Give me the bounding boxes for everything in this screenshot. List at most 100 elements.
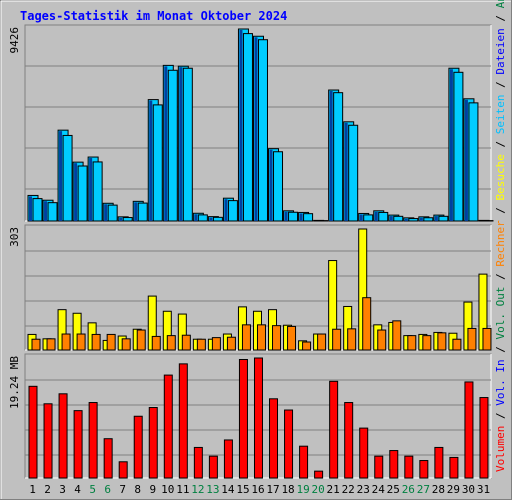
bar-volumen-day-9 [148, 407, 158, 479]
bar-seiten-day-30 [468, 102, 479, 222]
day-label-24: 24 [372, 483, 386, 496]
day-label-2: 2 [44, 483, 51, 496]
bar-dateien-day-4 [74, 163, 78, 221]
bar-seiten-day-9 [152, 104, 163, 222]
day-label-10: 10 [161, 483, 174, 496]
bar-seiten-day-14 [227, 200, 238, 222]
bar-seiten-day-8 [137, 202, 148, 222]
bar-rechner-day-4 [76, 333, 86, 351]
bar-dateien-day-14 [224, 199, 228, 221]
bar-seiten-day-24 [378, 211, 389, 222]
bar-volumen-day-23 [359, 427, 369, 479]
bar-seiten-day-15 [242, 33, 253, 222]
bar-rechner-day-28 [437, 332, 447, 351]
bar-seiten-day-22 [348, 124, 359, 222]
bar-rechner-day-21 [332, 328, 342, 351]
bar-dateien-day-8 [134, 202, 138, 221]
legend-separator: / [494, 406, 507, 426]
day-label-20: 20 [312, 483, 325, 496]
bar-seiten-day-17 [273, 151, 284, 222]
right-legend-text: Volumen / Vol. In / Vol. Out / Rechner /… [494, 0, 507, 472]
bar-volumen-day-26 [404, 455, 414, 479]
bar-volumen-day-5 [88, 402, 98, 479]
bar-rechner-day-6 [106, 333, 116, 351]
bar-dateien-day-3 [59, 131, 63, 221]
bar-rechner-day-22 [347, 328, 357, 351]
right-legend: Volumen / Vol. In / Vol. Out / Rechner /… [494, 0, 507, 472]
bar-dateien-day-25 [389, 216, 393, 221]
bar-dateien-day-19 [299, 213, 303, 221]
bar-rechner-day-11 [181, 334, 191, 351]
bar-seiten-day-2 [47, 202, 58, 222]
bar-volumen-day-31 [479, 397, 489, 479]
bar-rechner-day-25 [392, 320, 402, 351]
day-label-5: 5 [89, 483, 96, 496]
bar-rechner-day-7 [121, 338, 131, 351]
legend-separator: / [494, 75, 507, 95]
bar-volumen-day-19 [299, 445, 309, 479]
bar-volumen-day-11 [178, 363, 188, 479]
bar-dateien-day-23 [359, 214, 363, 221]
day-label-9: 9 [149, 483, 156, 496]
day-label-15: 15 [236, 483, 249, 496]
bar-dateien-day-16 [254, 37, 258, 221]
bar-rechner-day-9 [151, 335, 161, 351]
bar-dateien-day-21 [329, 91, 333, 222]
day-label-11: 11 [176, 483, 189, 496]
bar-dateien-day-29 [449, 69, 453, 221]
day-label-21: 21 [327, 483, 340, 496]
panel-3-ymax-label: 19.24 MB [8, 356, 21, 409]
panel-2: 303 [8, 224, 492, 351]
bar-rechner-day-13 [211, 337, 221, 351]
bar-dateien-day-17 [269, 149, 273, 221]
legend-item-seiten: Seiten [494, 94, 507, 134]
day-label-8: 8 [134, 483, 141, 496]
bar-volumen-day-3 [58, 393, 68, 479]
day-label-28: 28 [432, 483, 445, 496]
legend-item-vol-out: Vol. Out [494, 287, 507, 340]
panels: 9426 303 19.24 MB [8, 24, 494, 479]
bar-seiten-day-26 [408, 218, 419, 222]
bar-dateien-day-24 [374, 211, 378, 221]
bar-seiten-day-4 [77, 165, 88, 222]
day-label-31: 31 [477, 483, 490, 496]
bar-seiten-day-10 [167, 69, 178, 222]
bar-rechner-day-29 [452, 338, 462, 351]
bar-rechner-day-8 [136, 329, 146, 351]
bar-volumen-day-16 [253, 357, 263, 479]
bar-dateien-day-30 [464, 99, 468, 221]
bar-seiten-day-5 [92, 161, 103, 222]
bar-rechner-day-20 [317, 333, 327, 351]
legend-separator: / [494, 340, 507, 360]
bar-volumen-day-18 [284, 409, 294, 479]
bar-dateien-day-28 [434, 216, 438, 221]
bar-volumen-day-20 [314, 470, 324, 479]
bar-volumen-day-30 [464, 381, 474, 479]
bar-dateien-day-18 [284, 211, 288, 221]
bar-seiten-day-11 [182, 67, 193, 222]
panel-1-ymax-label: 9426 [8, 27, 21, 54]
bar-seiten-day-29 [453, 71, 464, 222]
bar-seiten-day-25 [393, 215, 404, 222]
legend-item-dateien: Dateien [494, 28, 507, 74]
bar-seiten-day-23 [363, 214, 374, 222]
panel-1: 9426 [8, 24, 494, 222]
legend-separator: / [494, 8, 507, 28]
bar-seiten-day-28 [438, 215, 449, 222]
bar-volumen-day-25 [389, 450, 399, 479]
bar-volumen-day-17 [269, 398, 279, 479]
bar-rechner-day-19 [302, 341, 312, 351]
x-axis-day-labels: 1 2 3 4 5 6 7 8 9 10 11 12 13 14 15 16 17 18 19 20 21 22 23 24 2… [29, 483, 490, 496]
bar-dateien-day-6 [104, 204, 108, 221]
day-label-26: 26 [402, 483, 415, 496]
panel-2-ymax-label: 303 [8, 227, 21, 247]
bar-dateien-day-26 [404, 218, 408, 221]
bar-rechner-day-23 [362, 297, 372, 351]
chart-title: Tages-Statistik im Monat Oktober 2024 [20, 9, 287, 23]
bar-dateien-day-5 [89, 158, 93, 221]
legend-item-volumen: Volumen [494, 426, 507, 472]
bar-volumen-day-28 [434, 446, 444, 479]
bar-volumen-day-14 [223, 439, 233, 479]
